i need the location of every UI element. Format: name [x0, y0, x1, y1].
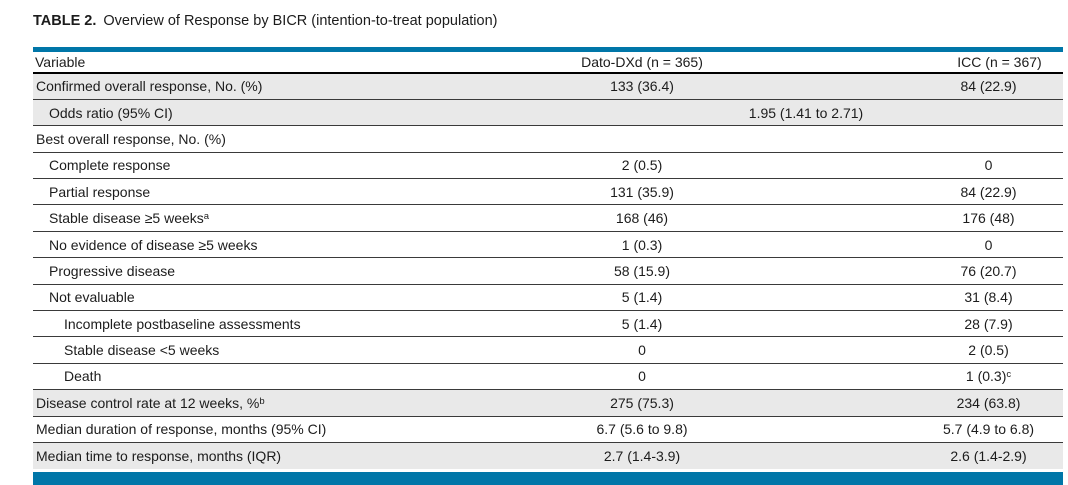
- table-row: Not evaluable 5 (1.4) 31 (8.4): [33, 284, 1063, 312]
- top-accent-bar: [33, 47, 1063, 52]
- table-row: Progressive disease 58 (15.9) 76 (20.7): [33, 257, 1063, 285]
- variable-cell: Stable disease ≥5 weeksa: [33, 204, 370, 232]
- icc-value-cell: 84 (22.9): [914, 73, 1063, 100]
- table-row: Stable disease ≥5 weeksa 168 (46) 176 (48): [33, 204, 1063, 232]
- response-table: Variable Dato-DXd (n = 365) ICC (n = 367…: [33, 52, 1063, 469]
- dato-value-cell: 2 (0.5): [370, 152, 914, 180]
- table-container: Variable Dato-DXd (n = 365) ICC (n = 367…: [33, 47, 1063, 485]
- variable-cell: Median time to response, months (IQR): [36, 447, 282, 464]
- icc-value-cell: 31 (8.4): [914, 284, 1063, 312]
- icc-value-cell: 0: [914, 152, 1063, 180]
- table-row: Best overall response, No. (%): [33, 125, 1063, 153]
- dato-value-cell: 275 (75.3): [370, 389, 914, 417]
- dato-value-cell: 168 (46): [370, 204, 914, 232]
- dato-value-cell: 133 (36.4): [370, 73, 914, 100]
- dato-value-cell: [370, 125, 914, 153]
- variable-cell: Confirmed overall response, No. (%): [33, 73, 370, 100]
- table-title-label: TABLE 2.: [33, 13, 97, 29]
- footnote-marker: c: [1006, 369, 1012, 381]
- variable-cell: Median duration of response, months (95%…: [33, 416, 370, 443]
- footnote-marker: b: [259, 395, 265, 407]
- variable-cell: Partial response: [33, 178, 370, 206]
- variable-cell: Odds ratio (95% CI): [33, 99, 370, 127]
- icc-value-cell: 234 (63.8): [914, 389, 1063, 417]
- table-row: Stable disease <5 weeks 0 2 (0.5): [33, 336, 1063, 364]
- icc-value-cell: 76 (20.7): [914, 257, 1063, 285]
- table-title-text: Overview of Response by BICR (intention-…: [103, 13, 498, 29]
- table-row: Median time to response, months (IQR) 2.7…: [33, 442, 1063, 469]
- variable-cell: Incomplete postbaseline assessments: [33, 310, 370, 338]
- variable-cell: No evidence of disease ≥5 weeks: [33, 231, 370, 259]
- icc-value-cell: 2 (0.5): [914, 336, 1063, 364]
- table-row: Death 0 1 (0.3)c: [33, 363, 1063, 391]
- table-row: Confirmed overall response, No. (%) 133 (…: [33, 73, 1063, 100]
- table-row: Partial response 131 (35.9) 84 (22.9): [33, 178, 1063, 206]
- dato-value-cell: 2.7 (1.4-3.9): [603, 447, 681, 464]
- footnote-marker: a: [203, 210, 210, 222]
- variable-cell: Not evaluable: [33, 284, 370, 312]
- table-row: Median duration of response, months (95%…: [33, 416, 1063, 443]
- dato-value-cell: 0: [370, 363, 914, 391]
- variable-cell: Disease control rate at 12 weeks, %b: [33, 389, 370, 417]
- icc-value-cell: 176 (48): [914, 204, 1063, 232]
- bottom-accent-bar: [33, 471, 1063, 485]
- table-title: TABLE 2. Overview of Response by BICR (in…: [33, 13, 497, 29]
- variable-cell: Complete response: [33, 152, 370, 180]
- dato-value-cell: 6.7 (5.6 to 9.8): [370, 416, 914, 443]
- table-row: No evidence of disease ≥5 weeks 1 (0.3) 0: [33, 231, 1063, 259]
- column-header-dato-dxd: Dato-DXd (n = 365): [370, 52, 914, 74]
- icc-value-cell: 0: [914, 231, 1063, 259]
- table-row: Incomplete postbaseline assessments 5 (1.…: [33, 310, 1063, 338]
- table-body: Confirmed overall response, No. (%) 133 (…: [33, 73, 1063, 469]
- table-row: Odds ratio (95% CI) 1.95 (1.41 to 2.71): [33, 99, 1063, 127]
- dato-value-cell: 58 (15.9): [370, 257, 914, 285]
- variable-cell: Progressive disease: [33, 257, 370, 285]
- column-header-icc: ICC (n = 367): [914, 52, 1063, 74]
- odds-ratio-value-cell: 1.95 (1.41 to 2.71): [370, 99, 1063, 127]
- icc-value-cell: 1 (0.3)c: [914, 363, 1063, 391]
- icc-value-cell: [914, 125, 1063, 153]
- table-row: Disease control rate at 12 weeks, %b 275 …: [33, 389, 1063, 417]
- icc-value-cell: 84 (22.9): [914, 178, 1063, 206]
- variable-cell: Best overall response, No. (%): [33, 125, 370, 153]
- dato-value-cell: 5 (1.4): [370, 310, 914, 338]
- icc-value-cell: 2.6 (1.4-2.9): [950, 447, 1027, 464]
- column-header-variable: Variable: [33, 52, 370, 74]
- icc-value-cell: 5.7 (4.9 to 6.8): [914, 416, 1063, 443]
- dato-value-cell: 0: [370, 336, 914, 364]
- icc-value-cell: 28 (7.9): [914, 310, 1063, 338]
- dato-value-cell: 131 (35.9): [370, 178, 914, 206]
- variable-cell: Stable disease <5 weeks: [33, 336, 370, 364]
- variable-cell: Death: [33, 363, 370, 391]
- dato-value-cell: 1 (0.3): [370, 231, 914, 259]
- table-row: Complete response 2 (0.5) 0: [33, 152, 1063, 180]
- dato-value-cell: 5 (1.4): [370, 284, 914, 312]
- header-row: Variable Dato-DXd (n = 365) ICC (n = 367…: [33, 52, 1063, 74]
